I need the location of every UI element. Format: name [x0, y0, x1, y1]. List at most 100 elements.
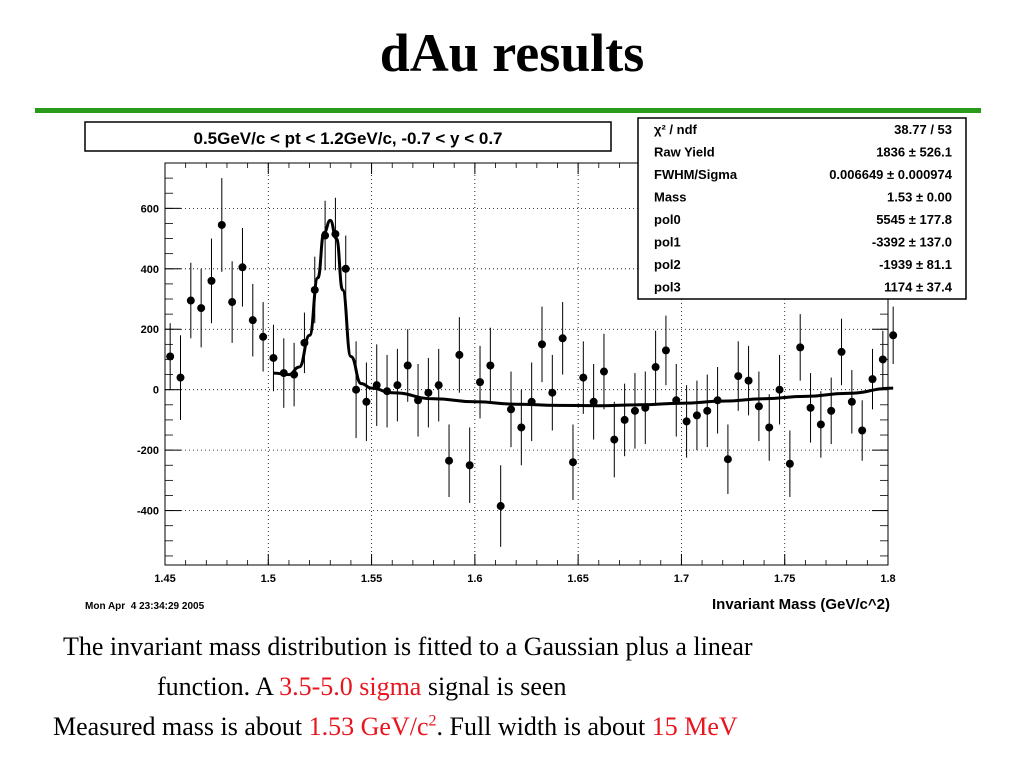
caption-line-1: The invariant mass distribution is fitte… [63, 632, 993, 662]
plot-header-box [84, 121, 612, 152]
caption-line-3-b: . Full width is about [436, 712, 652, 741]
data-point [661, 346, 670, 355]
data-point [517, 423, 526, 432]
data-point [455, 350, 464, 359]
slide-title: dAu results [379, 23, 645, 83]
data-point [238, 263, 247, 272]
caption-width-highlight: 15 MeV [651, 712, 738, 741]
fit-curve [273, 218, 894, 408]
data-point [248, 316, 257, 325]
caption-line-2-b: signal is seen [421, 672, 567, 701]
y-tick-label: 400 [141, 264, 159, 276]
data-point [682, 417, 691, 426]
timestamp: Mon Apr 4 23:34:29 2005 [85, 601, 205, 612]
caption-line-2-a: function. A [157, 672, 280, 701]
data-point [414, 396, 423, 405]
data-point [568, 458, 577, 467]
stats-row-name: pol2 [654, 257, 681, 272]
caption-sigma-highlight: 3.5-5.0 sigma [279, 672, 422, 701]
data-point [796, 343, 805, 352]
data-point [889, 331, 898, 340]
data-point [878, 355, 887, 364]
plot-header-text: 0.5GeV/c < pt < 1.2GeV/c, -0.7 < y < 0.7 [193, 129, 502, 148]
data-point [445, 456, 454, 465]
data-point [692, 411, 701, 420]
plot-grid [165, 163, 888, 565]
caption-mass-exponent: 2 [428, 712, 437, 730]
data-point [579, 373, 588, 382]
data-point [290, 370, 299, 379]
data-point [847, 397, 856, 406]
data-point [558, 334, 567, 343]
data-point [723, 455, 732, 464]
data-point [651, 363, 660, 372]
data-point [207, 276, 216, 285]
caption-line-1-text: The invariant mass distribution is fitte… [63, 632, 753, 661]
x-tick-label: 1.6 [467, 573, 482, 585]
data-point [754, 402, 763, 411]
y-tick-label: 200 [141, 324, 159, 336]
stats-row-value: 1174 ± 37.4 [884, 280, 953, 295]
stats-box: χ² / ndf 38.77 / 53 Raw Yield 1836 ± 526.1 F… [637, 117, 967, 300]
data-points-group [166, 178, 898, 547]
data-point [403, 361, 412, 370]
data-point [589, 397, 598, 406]
data-point [785, 459, 794, 468]
data-point [372, 381, 381, 390]
x-axis-label: Invariant Mass (GeV/c^2) [712, 596, 890, 613]
data-point [341, 264, 350, 273]
data-point [217, 220, 226, 229]
stats-row-name: Mass [654, 190, 687, 205]
plot-frame [164, 162, 889, 566]
data-point [610, 435, 619, 444]
data-point [672, 396, 681, 405]
data-point [548, 388, 557, 397]
stats-row-value: 1.53 ± 0.00 [887, 190, 952, 205]
data-point [703, 406, 712, 415]
data-point [321, 231, 330, 240]
data-point [858, 426, 867, 435]
stats-row-value: 38.77 / 53 [894, 122, 952, 137]
data-point [868, 375, 877, 384]
stats-box-frame [637, 117, 967, 300]
x-tick-label: 1.7 [674, 573, 689, 585]
caption-line-3: Measured mass is about 1.53 GeV/c2. Full… [53, 712, 1013, 742]
data-point [827, 406, 836, 415]
stats-row-name: pol3 [654, 280, 681, 295]
y-tick-labels: -400 -200 0 200 400 600 [137, 203, 159, 517]
data-point [331, 230, 340, 239]
stats-row-name: pol1 [654, 235, 681, 250]
data-point [197, 304, 206, 313]
stats-row-value: -1939 ± 81.1 [879, 257, 952, 272]
stats-row-value: -3392 ± 137.0 [872, 235, 952, 250]
data-point [507, 405, 516, 414]
data-point [176, 373, 185, 382]
title-divider [35, 108, 981, 113]
data-point [630, 406, 639, 415]
data-point [486, 361, 495, 370]
data-point [744, 376, 753, 385]
data-point [806, 403, 815, 412]
data-point [765, 423, 774, 432]
data-point [465, 461, 474, 470]
data-point [166, 352, 175, 361]
data-point [228, 298, 237, 307]
y-tick-label: 0 [153, 385, 159, 397]
x-tick-label: 1.5 [261, 573, 276, 585]
invariant-mass-plot: 0.5GeV/c < pt < 1.2GeV/c, -0.7 < y < 0.7… [84, 117, 967, 613]
data-point [352, 385, 361, 394]
data-point [383, 387, 392, 396]
data-point [393, 381, 402, 390]
data-point [837, 347, 846, 356]
data-point [713, 396, 722, 405]
y-tick-label: -400 [137, 506, 159, 518]
data-point [620, 415, 629, 424]
data-point [434, 381, 443, 390]
data-point [476, 378, 485, 387]
data-point [775, 385, 784, 394]
data-point [527, 397, 536, 406]
x-tick-labels: 1.45 1.5 1.55 1.6 1.65 1.7 1.75 1.8 [154, 573, 895, 585]
data-point [310, 285, 319, 294]
caption-line-3-a: Measured mass is about [53, 712, 309, 741]
data-point [424, 388, 433, 397]
